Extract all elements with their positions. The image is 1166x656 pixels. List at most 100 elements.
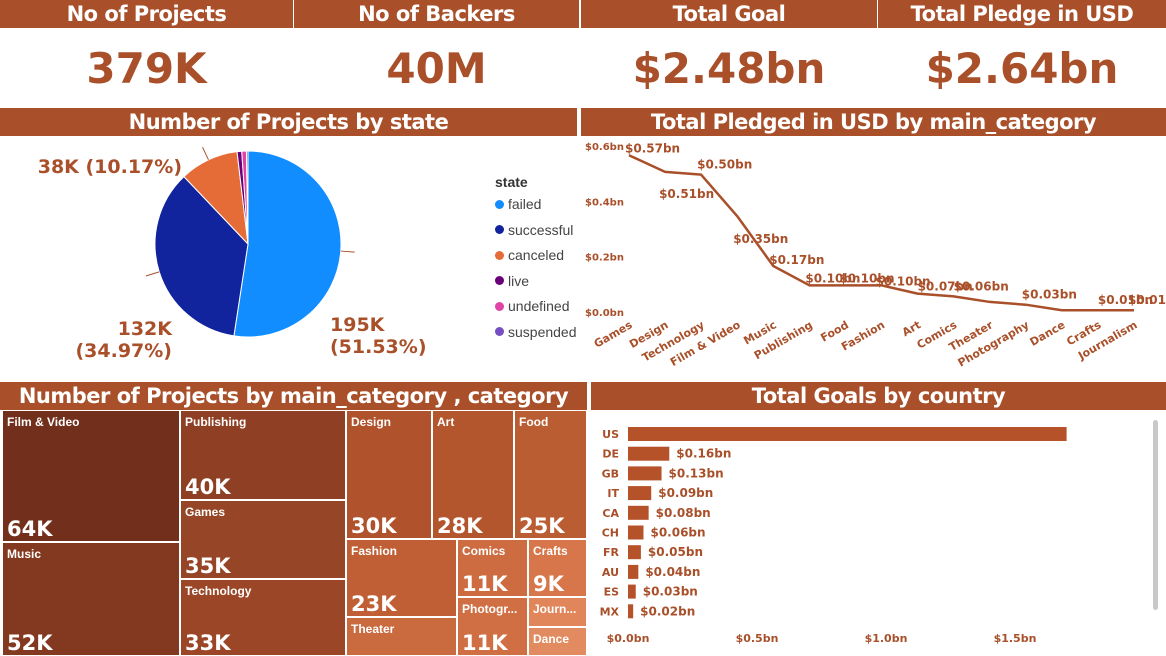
line-data-label: $0.51bn xyxy=(659,187,714,201)
legend-dot-failed xyxy=(495,199,504,209)
pie-leader-failed xyxy=(340,250,355,253)
x-tick-label: Art xyxy=(900,318,923,339)
y-tick-label: $0.6bn xyxy=(585,142,624,153)
treemap-cell-value: 11K xyxy=(462,631,508,655)
pie-label-failed: (51.53%) xyxy=(330,336,427,358)
y-tick-label: $0.4bn xyxy=(585,197,624,208)
bar-category-label: ES xyxy=(604,586,620,599)
treemap-cell[interactable]: Dance xyxy=(528,627,587,656)
treemap-cell[interactable]: Music 52K xyxy=(2,542,180,656)
bar-chart-scrollbar[interactable] xyxy=(1153,420,1158,610)
legend-item-suspended[interactable]: suspended xyxy=(495,324,577,340)
treemap-cell-value: 25K xyxy=(519,514,565,538)
bar-data-label: $0.16bn xyxy=(676,447,731,461)
treemap-cell-name: Photogr... xyxy=(462,602,518,616)
bar-category-label: DE xyxy=(602,448,619,461)
line-data-label: $0.17bn xyxy=(769,253,824,267)
pie-chart: 195K(51.53%) 132K(34.97%) 38K (10.17%) xyxy=(38,146,427,362)
bar-data-label: $0.06bn xyxy=(650,526,705,540)
bar-category-label: US xyxy=(602,428,619,441)
legend-label: undefined xyxy=(508,298,570,314)
line-data-label: $0.01bn xyxy=(1128,293,1166,307)
kpi-projects-title: No of Projects xyxy=(0,0,293,28)
kpi-pledge-title: Total Pledge in USD xyxy=(878,0,1166,28)
treemap-cell-value: 52K xyxy=(7,631,53,655)
treemap-cell[interactable]: Design 30K xyxy=(346,410,432,539)
line-data-label: $0.03bn xyxy=(1022,288,1077,302)
legend-item-failed[interactable]: failed xyxy=(495,196,541,212)
treemap-cell-name: Music xyxy=(7,547,42,561)
bar-chart-title: Total Goals by country xyxy=(591,382,1166,410)
treemap-cell[interactable]: Food 25K xyxy=(514,410,587,539)
line-data-label: $0.57bn xyxy=(625,141,680,155)
treemap-cell-value: 23K xyxy=(351,592,397,616)
legend-item-live[interactable]: live xyxy=(495,273,529,289)
bar-AU xyxy=(628,564,639,579)
treemap-cell[interactable]: Theater xyxy=(346,617,457,656)
legend-item-successful[interactable]: successful xyxy=(495,222,573,238)
line-data-label: $0.07bn xyxy=(918,280,973,294)
treemap-cell[interactable]: Games 35K xyxy=(180,500,346,579)
pie-legend-title: state xyxy=(495,174,528,190)
treemap-cell[interactable]: Art 28K xyxy=(432,410,514,539)
x-tick-label: $1.5bn xyxy=(994,632,1037,645)
pie-chart-title: Number of Projects by state xyxy=(0,108,577,136)
line-data-label: $0.10bn xyxy=(839,271,894,285)
bar-FR xyxy=(628,545,641,560)
bar-US xyxy=(628,427,1067,441)
pie-label-successful: (34.97%) xyxy=(75,340,172,362)
legend-label: live xyxy=(508,272,530,289)
treemap-cell[interactable]: Fashion 23K xyxy=(346,539,457,617)
bar-category-label: CA xyxy=(602,507,619,520)
legend-item-canceled[interactable]: canceled xyxy=(495,247,564,263)
treemap-cell-name: Comics xyxy=(462,544,506,558)
kpi-goal-value: $2.48bn xyxy=(632,43,826,93)
x-tick-label: $0.0bn xyxy=(607,632,650,645)
bar-category-label: FR xyxy=(603,546,620,559)
legend-dot-live xyxy=(495,276,504,285)
treemap-cell-name: Design xyxy=(351,415,392,429)
treemap-cell[interactable]: Technology 33K xyxy=(180,579,346,656)
treemap-cell-name: Theater xyxy=(351,622,395,636)
treemap-cell-name: Games xyxy=(185,505,226,519)
treemap-cell[interactable]: Journ... xyxy=(528,597,587,627)
x-tick-label: Dance xyxy=(1028,318,1068,348)
bar-data-label: $0.05bn xyxy=(648,545,703,559)
x-tick-label: Games xyxy=(592,318,635,350)
bar-data-label: $0.09bn xyxy=(658,486,713,500)
legend-item-undefined[interactable]: undefined xyxy=(495,298,570,314)
treemap-cell-name: Journ... xyxy=(533,602,577,616)
pie-slice-failed xyxy=(233,150,342,338)
line-data-label: $0.50bn xyxy=(697,158,752,172)
line-data-label: $0.35bn xyxy=(733,232,788,246)
legend-dot-suspended xyxy=(495,327,504,336)
line-data-label: $0.10bn xyxy=(805,271,860,285)
legend-label: suspended xyxy=(508,323,577,340)
line-data-label: $0.10bn xyxy=(876,274,931,288)
treemap-cell-name: Publishing xyxy=(185,415,247,429)
y-tick-label: $0.0bn xyxy=(585,308,624,319)
pie-leader-successful xyxy=(145,271,160,277)
pie-slice-suspended xyxy=(245,150,249,245)
bar-data-label: $0.08bn xyxy=(656,506,711,520)
treemap-cell[interactable]: Film & Video 64K xyxy=(2,410,180,542)
bar-chart: US DE $0.16bn GB $0.13bn IT $0.09bn CA $0.08bn CH… xyxy=(600,427,1067,645)
bar-category-label: GB xyxy=(602,467,619,480)
treemap-cell[interactable]: Photogr... 11K xyxy=(457,597,528,656)
pie-label-failed: 195K xyxy=(330,314,386,336)
bar-data-label: $0.02bn xyxy=(640,604,695,618)
line-chart: $0.0bn $0.2bn $0.4bn $0.6bn $0.57bn $0.51bn $0… xyxy=(585,141,1166,369)
bar-IT xyxy=(628,486,652,501)
treemap-cell-value: 28K xyxy=(437,514,483,538)
kpi-pledge-value: $2.64bn xyxy=(925,43,1119,93)
line-data-label: $0.06bn xyxy=(954,279,1009,293)
bar-data-label: $0.03bn xyxy=(643,585,698,599)
treemap-cell[interactable]: Crafts 9K xyxy=(528,539,587,597)
treemap-cell[interactable]: Comics 11K xyxy=(457,539,528,597)
treemap-cell[interactable]: Publishing 40K xyxy=(180,410,346,500)
bar-CH xyxy=(628,525,644,540)
treemap-cell-name: Crafts xyxy=(533,544,568,558)
legend-label: failed xyxy=(508,196,542,212)
legend-dot-undefined xyxy=(495,301,504,311)
pie-leader-canceled xyxy=(202,146,209,161)
